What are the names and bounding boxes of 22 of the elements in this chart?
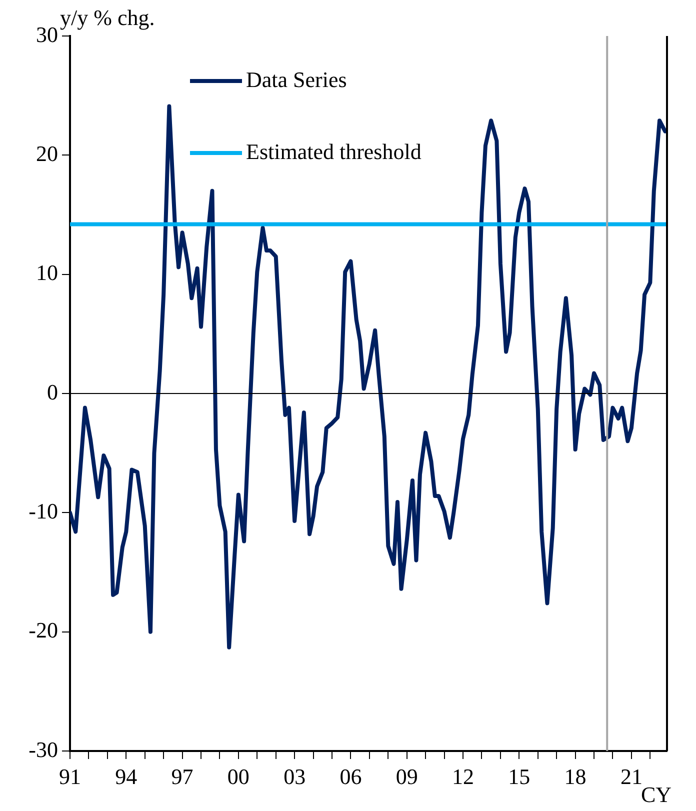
y-tick-label: 0 (47, 379, 58, 404)
y-tick-label: -10 (28, 498, 58, 524)
x-tick-label: 15 (508, 764, 530, 789)
y-axis-title: y/y % chg. (60, 4, 155, 30)
y-tick-label: -20 (28, 618, 58, 643)
x-tick-label: 21 (620, 764, 642, 789)
y-tick-label: 20 (36, 140, 58, 166)
y-tick-label: 30 (36, 22, 58, 47)
x-tick-label: 03 (284, 764, 306, 789)
y-tick-label: -30 (28, 736, 58, 762)
legend-label: Data Series (246, 66, 347, 92)
x-tick-label: 91 (59, 764, 81, 789)
x-axis-title: CY (641, 782, 672, 807)
x-tick-label: 12 (452, 764, 474, 789)
x-tick-label: 94 (115, 764, 138, 789)
x-tick-label: 06 (340, 764, 362, 789)
x-tick-label: 97 (171, 764, 194, 789)
y-tick-label: 10 (36, 260, 58, 286)
x-tick-label: 00 (227, 764, 250, 789)
legend-label: Estimated threshold (246, 138, 422, 164)
x-tick-label: 18 (564, 764, 586, 789)
x-tick-label: 09 (396, 764, 418, 789)
